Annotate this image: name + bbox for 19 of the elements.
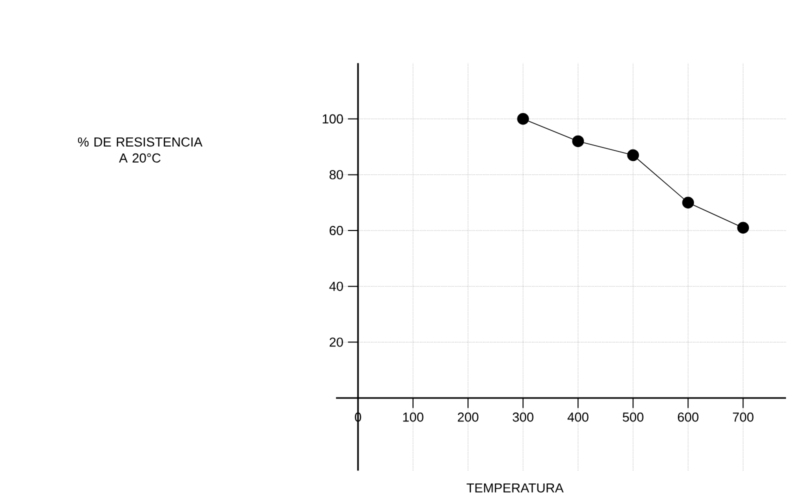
x-tick-label: 200 [458, 412, 478, 422]
y-tick-label: 60 [330, 226, 343, 236]
x-tick-label: 400 [568, 412, 588, 422]
x-tick-label: 500 [622, 412, 644, 422]
point [572, 135, 584, 148]
point [737, 222, 749, 234]
point [517, 112, 529, 125]
x-axis-title: TEMPERATURA [466, 483, 564, 493]
x-tick-label: 100 [403, 412, 424, 422]
text: % DE RESISTENCIA A 20°C [78, 137, 202, 163]
y-tick-label: 20 [330, 338, 343, 347]
point [627, 149, 639, 162]
y-tick-label: 80 [330, 170, 343, 180]
y-tick-label: 40 [329, 282, 343, 291]
x-tick-label: 700 [732, 412, 754, 422]
y-tick-label: 100 [322, 114, 343, 124]
x-tick-label: 600 [678, 412, 698, 422]
point [682, 196, 694, 209]
x-tick-label: 300 [512, 412, 534, 422]
